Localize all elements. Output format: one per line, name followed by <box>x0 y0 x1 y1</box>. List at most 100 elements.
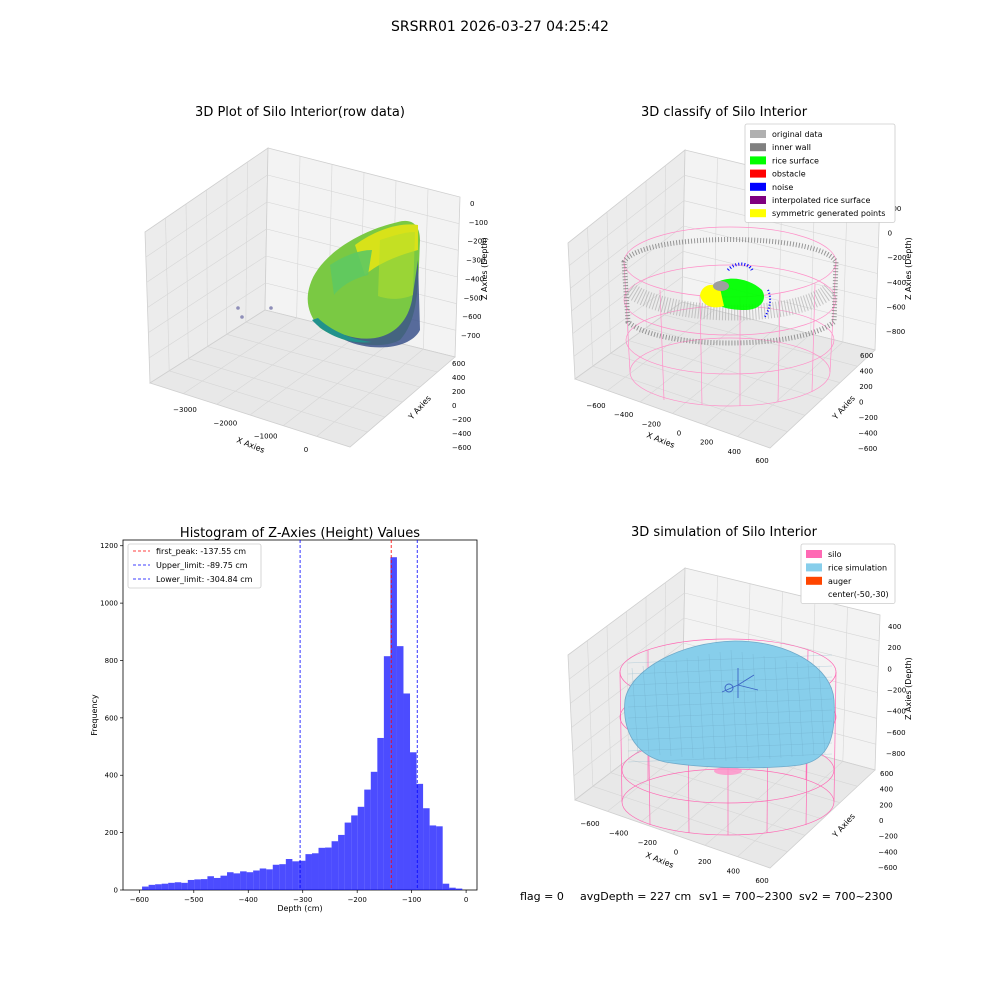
panel2-y-tick-label: −400 <box>858 430 877 438</box>
histogram-bar <box>266 869 273 890</box>
panel4-ticks: −600 −400 −200 0 200 400 600 600 400 200 0 −200 −400… <box>580 623 906 885</box>
histogram-bar <box>227 872 234 890</box>
legend-frame <box>127 543 262 589</box>
status-sv2: sv2 = 700~2300 <box>799 890 893 903</box>
histogram-bar <box>148 884 156 890</box>
histogram-bar <box>325 847 332 890</box>
panel2-z-tick-label: 0 <box>888 230 892 238</box>
legend-swatch <box>750 209 766 218</box>
panel4-x-tick-label: 600 <box>755 877 768 885</box>
panel1-z-tick-label: −100 <box>469 219 488 227</box>
legend-label: silo <box>828 550 842 559</box>
status-avg-depth: avgDepth = 227 cm <box>580 890 691 903</box>
status-line: flag = 0 avgDepth = 227 cm sv1 = 700~230… <box>520 890 893 903</box>
panel1-z-tick-label: −500 <box>464 294 483 302</box>
panel4-ylabel: Y Axies <box>830 812 857 840</box>
panel1-z-tick-label: 0 <box>470 200 474 208</box>
panel4-rice-surface <box>624 640 835 769</box>
histogram-bar <box>436 826 443 890</box>
histogram-bar <box>174 882 182 890</box>
legend-swatch <box>806 576 822 585</box>
panel4-y-tick-label: 200 <box>879 801 892 809</box>
histogram-bar <box>240 871 247 890</box>
status-sv1: sv1 = 700~2300 <box>699 890 793 903</box>
histogram-bar <box>220 875 228 890</box>
histogram-bar <box>253 870 260 890</box>
panel1-z-tick-label: −400 <box>465 275 484 283</box>
panel2-legend: original data inner wall rice surface obsta… <box>744 123 896 223</box>
panel4-x-tick-label: −400 <box>609 830 628 838</box>
panel4-y-tick-label: −600 <box>878 864 897 872</box>
legend-label: interpolated rice surface <box>772 196 870 205</box>
panel2-z-tick-label: −400 <box>887 279 906 287</box>
panel-classify-3d: 3D classify of Silo Interior <box>567 105 913 465</box>
legend-label: rice surface <box>772 156 819 165</box>
panel2-x-tick-label: −600 <box>586 402 605 410</box>
histogram-bar <box>357 806 365 890</box>
panel-raw-data-3d: 3D Plot of Silo Interior(row data) −3000… <box>144 105 489 455</box>
panel-simulation-3d: 3D simulation of Silo Interior <box>567 525 913 885</box>
panel-histogram: Histogram of Z-Axies (Height) Values −60… <box>90 526 478 913</box>
panel4-y-tick-label: −200 <box>879 833 898 841</box>
histogram-bar <box>377 737 384 890</box>
histogram-bar <box>383 656 391 890</box>
panel1-y-tick-label: 600 <box>452 360 465 368</box>
histogram-bar <box>155 884 162 890</box>
histogram-bar <box>429 825 437 890</box>
histogram-x-tick-label: −500 <box>184 896 203 904</box>
histogram-bar <box>187 879 195 890</box>
panel1-z-tick-label: −600 <box>462 313 481 321</box>
legend-swatch <box>750 143 766 152</box>
panel2-y-tick-label: 600 <box>860 352 873 360</box>
status-flag: flag = 0 <box>520 890 564 903</box>
histogram-bar <box>181 882 188 890</box>
panel2-z-tick-label: −600 <box>886 303 905 311</box>
panel4-z-tick-label: 200 <box>888 644 901 652</box>
panel4-title: 3D simulation of Silo Interior <box>631 525 818 540</box>
histogram-y-tick-label: 400 <box>105 772 118 780</box>
panel1-y-tick-label: 400 <box>452 374 465 382</box>
histogram-bar <box>390 557 397 890</box>
legend-swatch <box>750 196 766 204</box>
panel4-legend: silo rice simulation auger center(-50,-30) <box>800 543 896 604</box>
histogram-xlabel: Depth (cm) <box>277 904 322 913</box>
histogram-bar <box>233 873 241 890</box>
panel4-z-tick-label: −200 <box>887 687 906 695</box>
panel2-y-tick-label: 0 <box>859 399 863 407</box>
histogram-y-tick-label: 800 <box>105 657 118 665</box>
legend-label: Lower_limit: -304.84 cm <box>156 575 253 584</box>
panel1-x-tick-label: −3000 <box>173 406 197 414</box>
panel4-x-tick-label: 200 <box>698 858 711 866</box>
histogram-legend: first_peak: -137.55 cm Upper_limit: -89.7… <box>127 543 262 589</box>
panel4-auger <box>721 668 759 698</box>
histogram-bar <box>338 834 345 890</box>
panel1-title: 3D Plot of Silo Interior(row data) <box>195 105 405 120</box>
legend-label: obstacle <box>772 170 806 179</box>
panel4-z-tick-label: 400 <box>888 623 901 631</box>
legend-frame <box>800 543 896 604</box>
panel4-z-tick-label: 0 <box>887 665 891 673</box>
legend-label: inner wall <box>772 143 811 152</box>
panel1-y-tick-label: −600 <box>452 444 471 452</box>
panel2-x-tick-label: −400 <box>614 411 633 419</box>
legend-label: auger <box>828 577 852 586</box>
histogram-y-tick-label: 600 <box>105 714 118 722</box>
histogram-y-tick-label: 1200 <box>100 542 118 550</box>
legend-swatch <box>806 550 822 558</box>
panel4-silo-bottom-cone <box>714 767 742 775</box>
panel2-rice-surface <box>700 262 772 319</box>
panel4-x-tick-label: 0 <box>674 849 678 857</box>
panel4-y-tick-label: 400 <box>880 786 893 794</box>
histogram-bar <box>449 887 456 890</box>
histogram-bar <box>351 815 358 890</box>
histogram-bar <box>344 822 352 890</box>
histogram-bar <box>161 883 169 890</box>
panel2-z-tick-label: −200 <box>887 254 906 262</box>
panel4-xlabel: X Axies <box>644 851 675 870</box>
panel2-x-tick-label: −200 <box>642 420 661 428</box>
legend-frame <box>744 123 896 223</box>
legend-swatch <box>750 182 766 191</box>
histogram-bar <box>194 879 201 890</box>
panel1-z-tick-label: −700 <box>461 332 480 340</box>
